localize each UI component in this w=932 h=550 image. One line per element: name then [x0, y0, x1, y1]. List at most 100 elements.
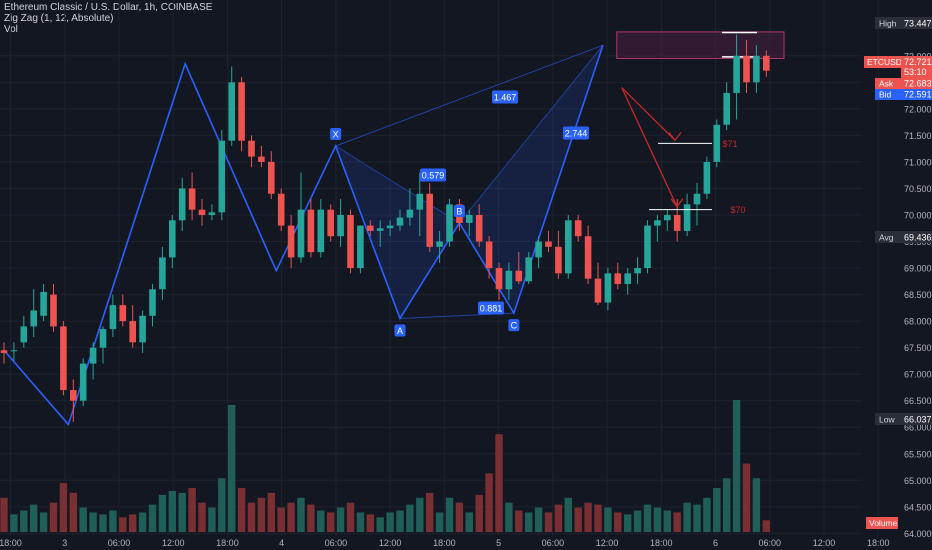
y-tick-label: 71.500 [904, 131, 932, 141]
volume-bar [693, 504, 701, 532]
volume-bar [624, 514, 632, 532]
y-tick-label: 64.500 [904, 502, 932, 512]
x-tick-label: 18:00 [867, 538, 890, 548]
y-axis: 64.000 64.500 65.000 65.500 66.000 66.500 67.0… [904, 51, 932, 539]
volume-bar [237, 488, 246, 532]
candle-body [644, 225, 651, 269]
candle-body [208, 212, 216, 215]
target-arrow-shaft [621, 87, 678, 207]
volume-bar [554, 504, 563, 532]
volume-bar [39, 512, 48, 532]
volume-bar [525, 512, 533, 532]
volume-bar [663, 510, 671, 532]
pattern-point-x-badge [330, 128, 342, 140]
x-tick-label: 12:00 [813, 538, 836, 548]
volume-bar [544, 512, 553, 532]
volume-bar [475, 494, 483, 532]
candle-body [169, 220, 176, 258]
target-arrow-head [670, 198, 684, 208]
x-tick-label: 12:00 [162, 538, 185, 548]
candle-body [525, 257, 532, 282]
candle-body [743, 55, 750, 83]
volume-bar [366, 514, 374, 532]
volume-bar [20, 510, 28, 532]
symbol-title: Ethereum Classic / U.S. Dollar, 1h, COIN… [4, 2, 213, 13]
volume-bar [158, 494, 167, 532]
pattern-point-c-badge [508, 319, 520, 332]
volume-bar [594, 504, 602, 532]
candle-body [367, 225, 374, 231]
low-badge-label: Low [879, 415, 895, 425]
y-tick-label: 71.000 [904, 157, 932, 167]
volume-bar [89, 512, 97, 532]
last-price: 72.721 [904, 57, 932, 67]
ask-label: Ask [879, 79, 894, 89]
low-badge-value-bg [901, 413, 932, 425]
avg-badge-value-bg [901, 231, 932, 243]
y-tick-label: 64.000 [904, 529, 932, 539]
y-tick-label: 67.500 [904, 343, 932, 353]
bid-value: 72.591 [904, 90, 932, 100]
high-badge-value-bg [901, 17, 932, 29]
volume-bar [138, 512, 147, 532]
volume-bar [742, 463, 751, 532]
candle-body [535, 241, 542, 258]
candle-body [258, 156, 265, 162]
candle-body [723, 92, 730, 125]
volume-bar [455, 502, 464, 532]
zigzag-indicator-label: Zig Zag (1, 12, Absolute) [4, 13, 114, 24]
candle-body [188, 188, 196, 210]
volume-bar [198, 502, 206, 532]
volume-bar [0, 497, 8, 532]
avg-badge-label-bg [875, 231, 901, 243]
candle-body [594, 278, 602, 303]
ratio-label: 0.881 [480, 304, 503, 314]
volume-bar [435, 512, 444, 532]
candle-body [119, 305, 127, 322]
volume-bar [762, 520, 770, 532]
ratio-label: 1.467 [494, 93, 517, 103]
volume-bar [584, 502, 592, 532]
volume-bar [732, 400, 741, 532]
candle-body [238, 82, 245, 141]
pattern-line-xd [335, 44, 604, 147]
volume-bar [683, 502, 691, 532]
ratio-badge [563, 126, 589, 140]
volume-bar [752, 478, 761, 532]
y-tick-label: 70.500 [904, 184, 932, 194]
candle-body [386, 225, 394, 229]
resistance-zone [616, 31, 785, 59]
candle-body [178, 188, 186, 221]
last-price-bg [901, 56, 932, 78]
candle-body [268, 161, 275, 194]
candle-body [614, 273, 622, 284]
candle-body [683, 204, 691, 231]
avg-badge-value: 69.436 [904, 233, 932, 243]
x-tick-label: 06:00 [108, 538, 131, 548]
volume-bar [79, 507, 87, 532]
y-tick-label: 66.500 [904, 396, 932, 406]
volume-bar [247, 502, 256, 532]
candle-body [624, 273, 631, 284]
volume-bar [445, 497, 454, 532]
volume-bar [228, 404, 236, 532]
candle-body [40, 291, 47, 316]
volume-bar [376, 517, 384, 532]
candle-body [307, 209, 315, 253]
candle-body [347, 214, 354, 269]
volume-bar [277, 507, 285, 532]
candle-body [565, 220, 572, 274]
volume-bar [713, 488, 721, 532]
candle-body [198, 209, 206, 215]
pattern-point-b-badge [453, 204, 465, 217]
candle-body [634, 268, 641, 274]
target-lines: $71 $70 [621, 87, 746, 215]
high-badge-label-bg [875, 17, 901, 29]
x-tick-label: 12:00 [596, 538, 619, 548]
target-arrow-head [668, 131, 682, 142]
candle-body [30, 310, 37, 327]
zigzag-polyline [3, 44, 604, 427]
volume-bar [643, 504, 652, 532]
volume-bars [0, 400, 770, 532]
